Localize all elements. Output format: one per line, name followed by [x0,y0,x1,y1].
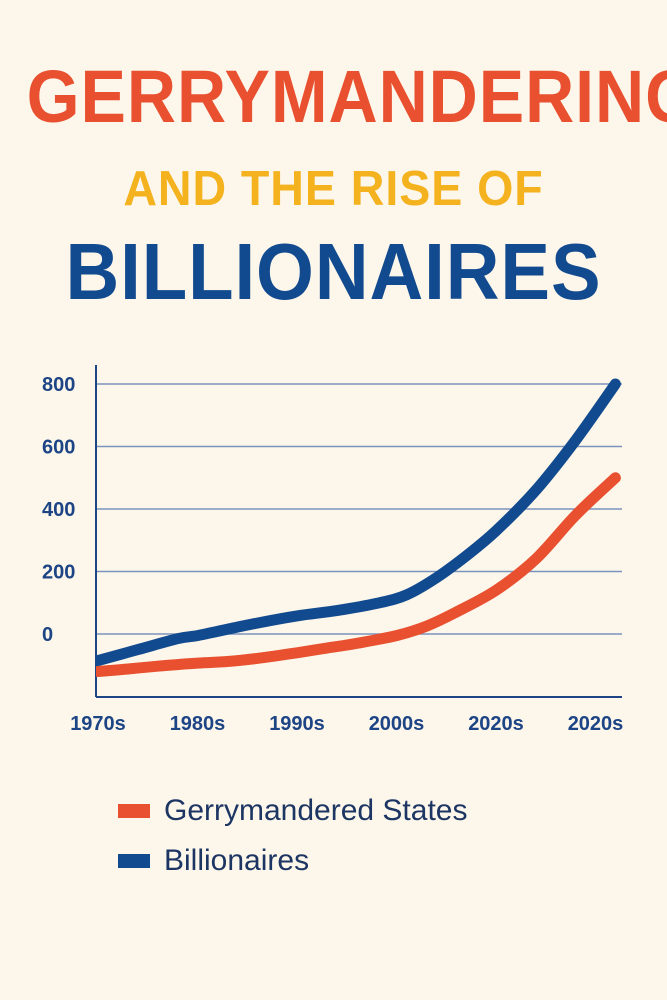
line-chart: 0 200 400 600 800 1970s 1980s 1990s 2000s 2020s 2… [42,365,623,735]
y-tick-label: 400 [42,499,75,521]
legend-label-gerrymandered: Gerrymandered States [164,794,468,827]
legend-swatch-gerrymandered [118,804,150,818]
legend-label-billionaires: Billionaires [164,844,310,877]
axes [95,365,622,698]
grid-lines [96,383,622,635]
legend-item-billionaires: Billionaires [118,836,467,886]
x-tick-label: 1980s [170,713,226,735]
y-tick-label: 0 [42,624,53,646]
x-tick-label: 2020s [468,713,524,735]
x-tick-label: 2000s [369,713,425,735]
series-line-billionaires [96,378,621,667]
title-line-3: BILLIONAIRES [65,227,602,316]
legend: Gerrymandered States Billionaires [118,786,467,886]
y-tick-labels: 0 200 400 600 800 [42,374,75,646]
x-tick-label: 2020s [568,713,624,735]
x-tick-labels: 1970s 1980s 1990s 2000s 2020s 2020s [70,713,623,735]
legend-item-gerrymandered: Gerrymandered States [118,786,467,836]
y-tick-label: 800 [42,374,75,396]
title-line-2: AND THE RISE OF [123,162,544,216]
x-tick-label: 1970s [70,713,126,735]
y-tick-label: 600 [42,437,75,459]
series-line-gerrymandered-states [96,472,621,677]
legend-swatch-billionaires [118,854,150,868]
title-line-1: GERRYMANDERING [26,55,667,138]
x-tick-label: 1990s [269,713,325,735]
series-lines [96,378,621,677]
y-tick-label: 200 [42,562,75,584]
